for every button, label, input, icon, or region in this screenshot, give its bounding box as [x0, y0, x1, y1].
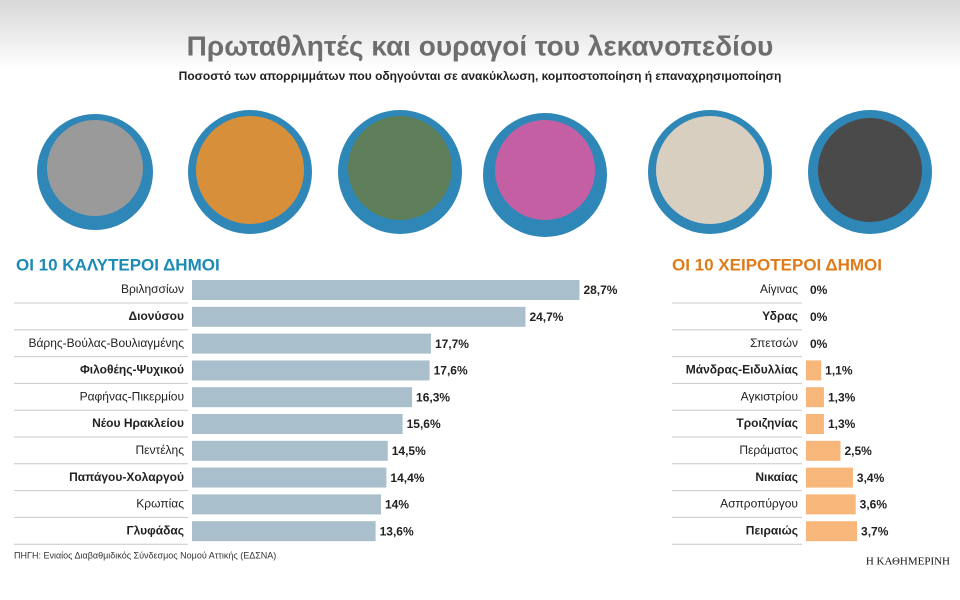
value-label: 28,7%	[583, 283, 617, 297]
bar	[806, 494, 856, 515]
value-label: 3,6%	[860, 498, 888, 512]
value-label: 1,1%	[825, 364, 853, 378]
category-label: Αγκιστρίου	[741, 389, 798, 403]
chart-title: ΟΙ 10 ΚΑΛΥΤΕΡΟΙ ΔΗΜΟΙ	[16, 255, 220, 274]
category-label: Ασπροπύργου	[720, 497, 798, 511]
value-label: 16,3%	[416, 390, 450, 404]
bar	[192, 360, 430, 381]
category-label: Κρωπίας	[136, 497, 184, 511]
photos	[37, 110, 932, 237]
header-band	[0, 0, 960, 70]
bar	[806, 387, 824, 408]
bar	[192, 440, 388, 461]
category-label: Υδρας	[762, 309, 798, 323]
bar	[192, 306, 526, 327]
photo-cans-inner	[47, 120, 143, 216]
category-label: Νέου Ηρακλείου	[92, 416, 184, 430]
category-label: Φιλοθέης-Ψυχικού	[80, 363, 184, 377]
value-label: 14,5%	[392, 444, 426, 458]
value-label: 17,6%	[434, 364, 468, 378]
category-label: Βριλησσίων	[121, 282, 184, 296]
category-label: Βάρης-Βούλας-Βουλιαγμένης	[28, 336, 184, 350]
bar	[192, 414, 403, 434]
value-label: 13,6%	[380, 524, 414, 538]
value-label: 3,4%	[857, 471, 885, 485]
value-label: 0%	[810, 283, 828, 297]
bar	[192, 387, 413, 408]
bar	[806, 440, 841, 461]
category-label: Γλυφάδας	[126, 523, 184, 537]
bar	[806, 467, 853, 488]
brand: Η ΚΑΘΗΜΕΡΙΝΗ	[866, 556, 950, 568]
category-label: Νικαίας	[755, 470, 798, 484]
value-label: 1,3%	[828, 390, 856, 404]
title: Πρωταθλητές και ουραγοί του λεκανοπεδίου	[187, 30, 774, 61]
category-label: Διονύσου	[129, 309, 184, 323]
bar	[192, 467, 387, 488]
photo-plastic-inner	[495, 120, 595, 220]
category-label: Πειραιώς	[746, 523, 798, 537]
source: ΠΗΓΗ: Ενιαίος Διαβαθμιδικός Σύνδεσμος Νο…	[14, 550, 276, 560]
value-label: 1,3%	[828, 417, 856, 431]
category-label: Αίγινας	[760, 282, 798, 296]
bar	[192, 494, 381, 515]
chart-title: ΟΙ 10 ΧΕΙΡΟΤΕΡΟΙ ΔΗΜΟΙ	[672, 255, 882, 274]
photo-electronics-inner	[818, 118, 922, 222]
category-label: Μάνδρας-Ειδυλλίας	[686, 363, 798, 377]
value-label: 0%	[810, 337, 828, 351]
bar	[192, 280, 580, 300]
category-label: Τροιζηνίας	[736, 416, 798, 430]
bar	[806, 360, 822, 381]
photo-food-inner	[196, 116, 304, 224]
value-label: 2,5%	[845, 444, 873, 458]
bar	[192, 333, 431, 354]
category-label: Παπάγου-Χολαργού	[69, 470, 184, 484]
value-label: 3,7%	[861, 524, 889, 538]
value-label: 24,7%	[529, 310, 563, 324]
category-label: Ραφήνας-Πικερμίου	[80, 389, 184, 403]
bar	[806, 414, 824, 434]
category-label: Σπετσών	[750, 336, 798, 350]
subtitle: Ποσοστό των απορριμμάτων που οδηγούνται …	[179, 69, 782, 83]
photo-paper-inner	[656, 116, 764, 224]
photo-glass-inner	[348, 116, 452, 220]
category-label: Πεντέλης	[135, 443, 184, 457]
value-label: 17,7%	[435, 337, 469, 351]
bar	[806, 521, 858, 542]
category-label: Περάματος	[739, 443, 798, 457]
value-label: 0%	[810, 310, 828, 324]
value-label: 15,6%	[407, 417, 441, 431]
value-label: 14%	[385, 498, 409, 512]
bar	[192, 521, 376, 542]
value-label: 14,4%	[390, 471, 424, 485]
